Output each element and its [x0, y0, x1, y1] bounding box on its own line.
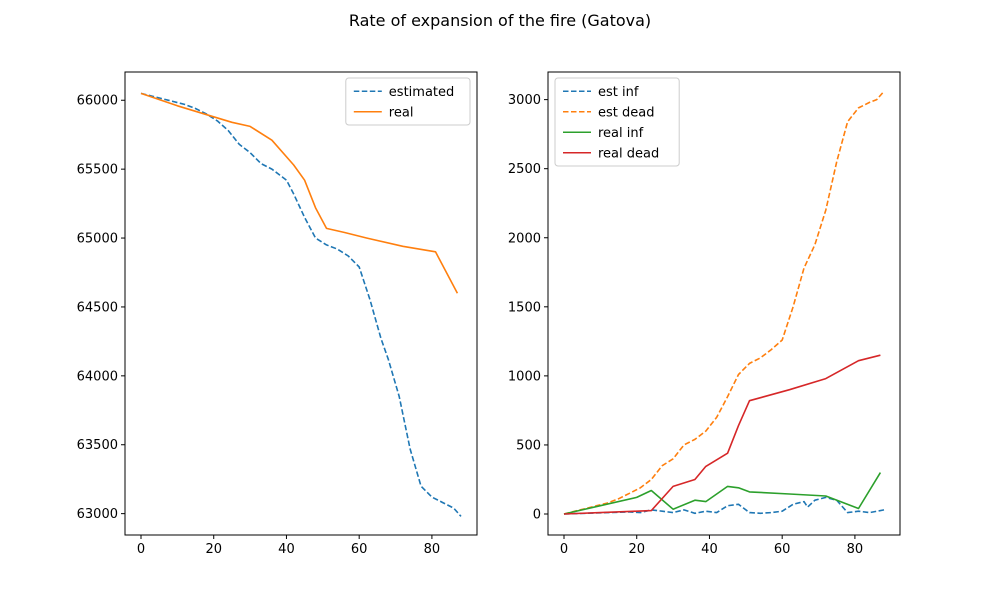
right-y-tick-label: 0 [533, 508, 541, 523]
left-y-tick-label: 65500 [77, 163, 118, 178]
right-axes-frame [547, 71, 901, 536]
left-y-tick-label: 63500 [77, 438, 118, 453]
left-y-tick-label: 64500 [77, 300, 118, 315]
right-y-tick-label: 1500 [508, 300, 541, 315]
right-x-tick-label: 40 [701, 542, 718, 557]
left-x-tick-label: 0 [137, 542, 145, 557]
left-x-tick-label: 60 [351, 542, 368, 557]
left-legend-box [345, 77, 471, 126]
left-y-tick-label: 66000 [77, 94, 118, 109]
right-legend-label-est-inf: est inf [598, 85, 639, 100]
left-chart-plot: 0 20 40 60 80 63000 63500 64000 64500 65000 65500 6… [77, 71, 478, 557]
right-y-tick-label: 2000 [508, 231, 541, 246]
figure-suptitle: Rate of expansion of the fire (Gatova) [349, 11, 651, 30]
right-legend-label-real-inf: real inf [598, 126, 644, 141]
right-x-tick-label: 0 [560, 542, 568, 557]
right-y-tick-label: 1000 [508, 369, 541, 384]
right-series-line-est-dead [563, 90, 885, 515]
left-y-tick-label: 65000 [77, 232, 118, 247]
left-x-tick-label: 80 [424, 542, 441, 557]
right-x-tick-label: 60 [774, 542, 791, 557]
left-y-tick-label: 63000 [77, 507, 118, 522]
left-x-tick-label: 40 [278, 542, 295, 557]
left-series-line-estimated [140, 92, 462, 517]
right-series-line-real-inf [563, 472, 882, 515]
left-legend-label-estimated: estimated [389, 85, 454, 100]
left-legend: estimated real [345, 77, 471, 126]
right-legend-label-real-dead: real dead [598, 146, 659, 161]
right-chart-plot: 0 20 40 60 80 0 500 1000 1500 2000 2500 3000 est inf… [508, 71, 901, 557]
right-y-tick-label: 500 [516, 438, 541, 453]
right-legend: est inf est dead real inf real dead [554, 77, 680, 167]
left-axes-frame [124, 71, 478, 536]
left-x-tick-label: 20 [205, 542, 222, 557]
left-y-tick-label: 64000 [77, 369, 118, 384]
right-x-tick-label: 20 [628, 542, 645, 557]
right-series-line-real-dead [563, 354, 881, 515]
right-legend-box [554, 77, 680, 167]
right-legend-label-est-dead: est dead [598, 105, 654, 120]
right-y-tick-label: 2500 [508, 162, 541, 177]
left-legend-label-real: real [389, 105, 414, 120]
left-series-line-real [140, 92, 459, 294]
right-y-tick-label: 3000 [508, 93, 541, 108]
right-x-tick-label: 80 [847, 542, 864, 557]
